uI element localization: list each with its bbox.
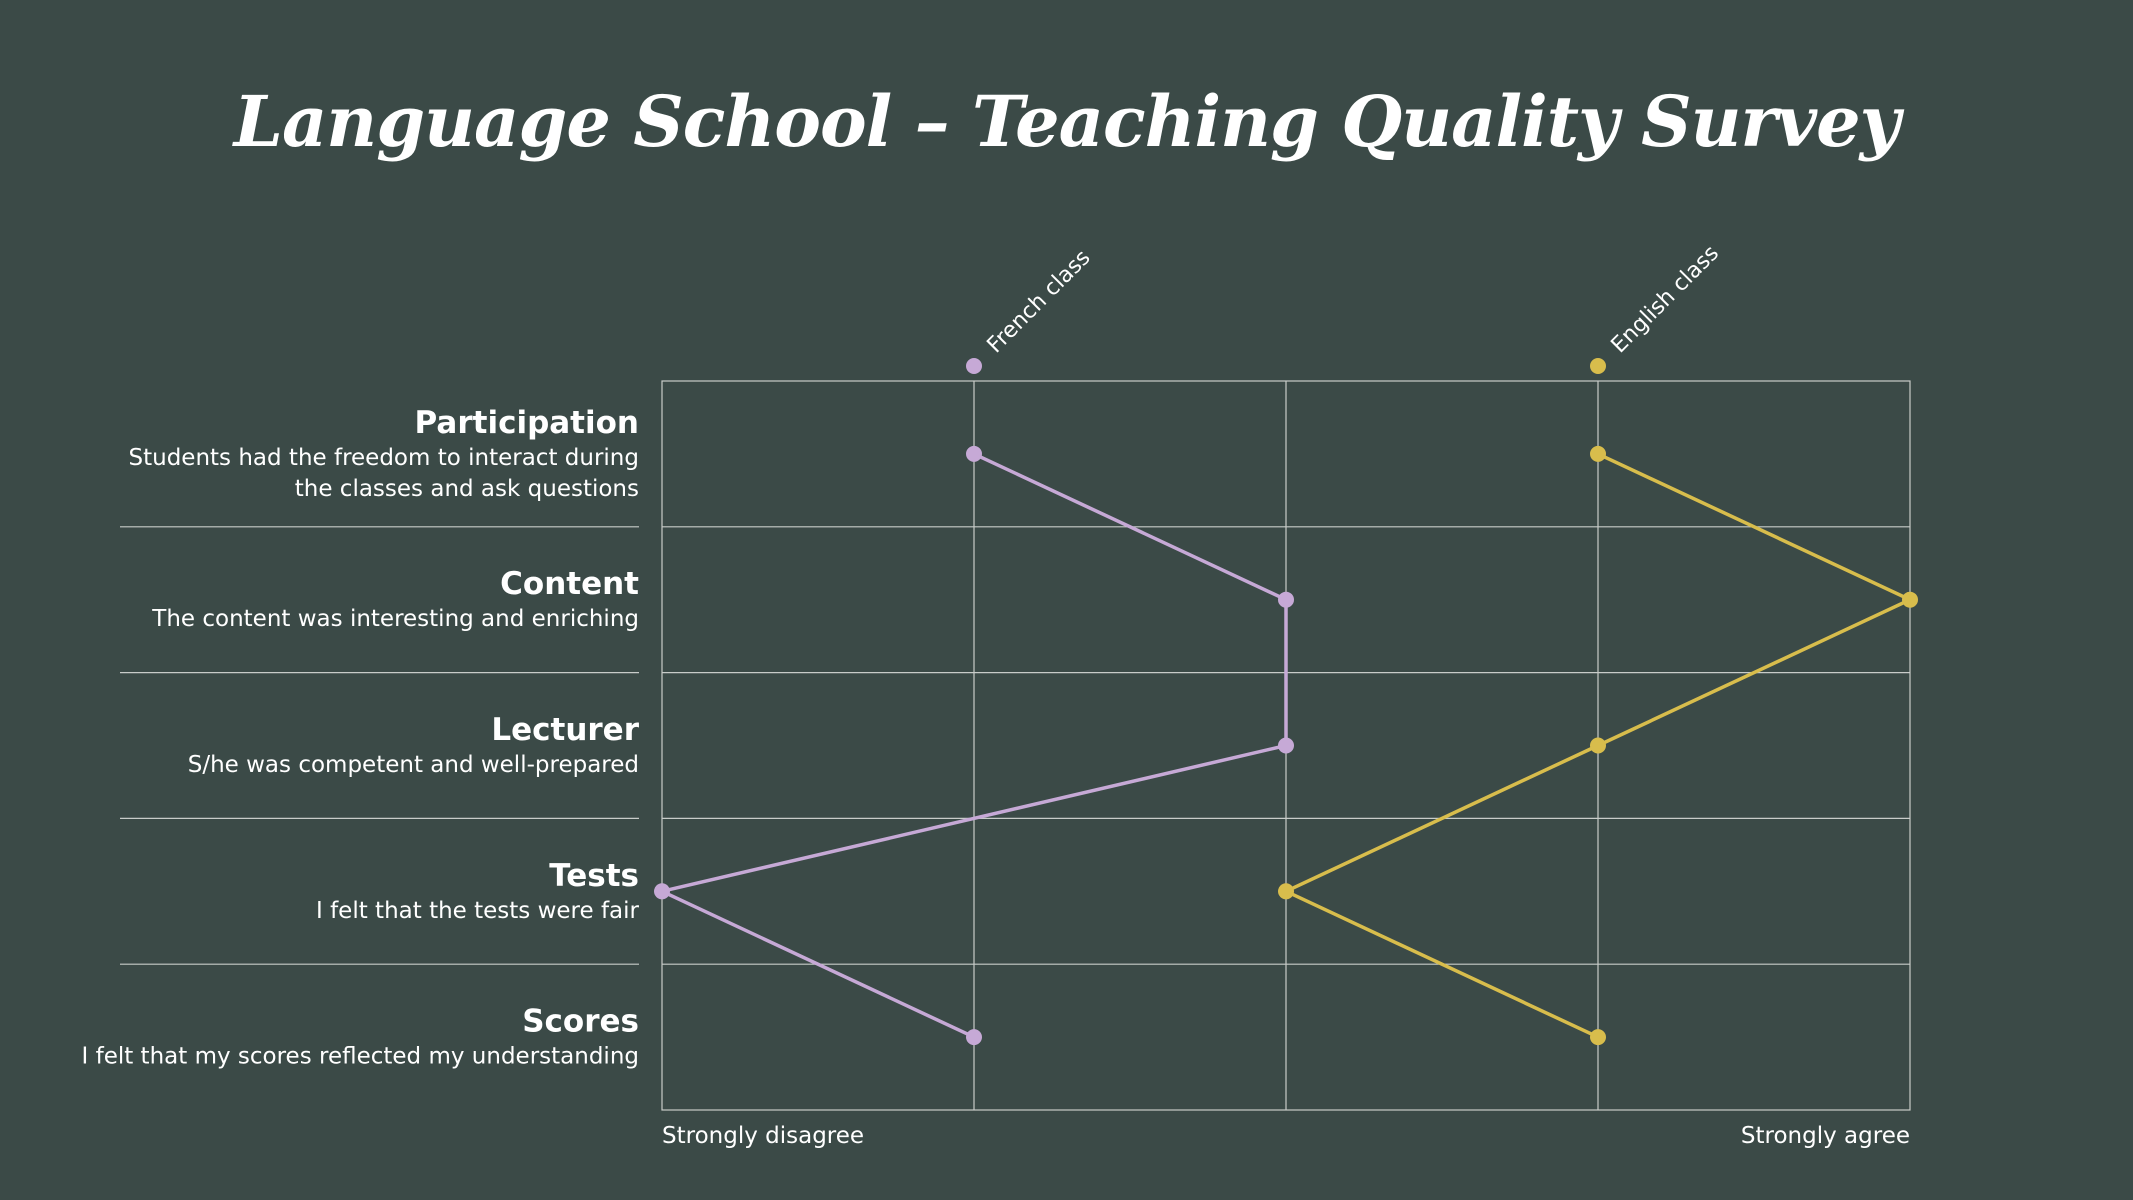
french-class-legend-marker [966, 358, 982, 374]
page-title: Language School – Teaching Quality Surve… [233, 80, 1901, 163]
english-class-point-5 [1590, 1029, 1606, 1046]
english-class-point-1 [1590, 445, 1606, 462]
category-description: Students had the freedom to interact dur… [129, 445, 639, 471]
category-description: I felt that the tests were fair [316, 898, 640, 924]
french-class-point-4 [654, 883, 670, 900]
category-title-tests: Tests [549, 858, 639, 894]
category-description: I felt that my scores reflected my under… [82, 1044, 640, 1070]
scale-max-label: Strongly agree [1741, 1123, 1910, 1149]
scale-min-label: Strongly disagree [662, 1123, 864, 1149]
category-description: The content was interesting and enrichin… [151, 606, 639, 632]
category-title-participation: Participation [415, 405, 639, 441]
english-class-point-2 [1902, 591, 1918, 608]
french-class-legend-label: French class [983, 245, 1096, 358]
french-class-point-2 [1278, 591, 1294, 608]
english-class-legend-label: English class [1607, 241, 1724, 358]
category-title-lecturer: Lecturer [491, 712, 639, 748]
french-class-point-1 [966, 445, 982, 462]
english-class-legend-marker [1590, 358, 1606, 374]
french-class-point-3 [1278, 737, 1294, 754]
category-description: the classes and ask questions [295, 476, 639, 502]
english-class-point-3 [1590, 737, 1606, 754]
category-description: S/he was competent and well-prepared [188, 752, 639, 778]
category-title-scores: Scores [522, 1004, 639, 1040]
french-class-point-5 [966, 1029, 982, 1046]
english-class-point-4 [1278, 883, 1294, 900]
category-title-content: Content [500, 566, 639, 602]
